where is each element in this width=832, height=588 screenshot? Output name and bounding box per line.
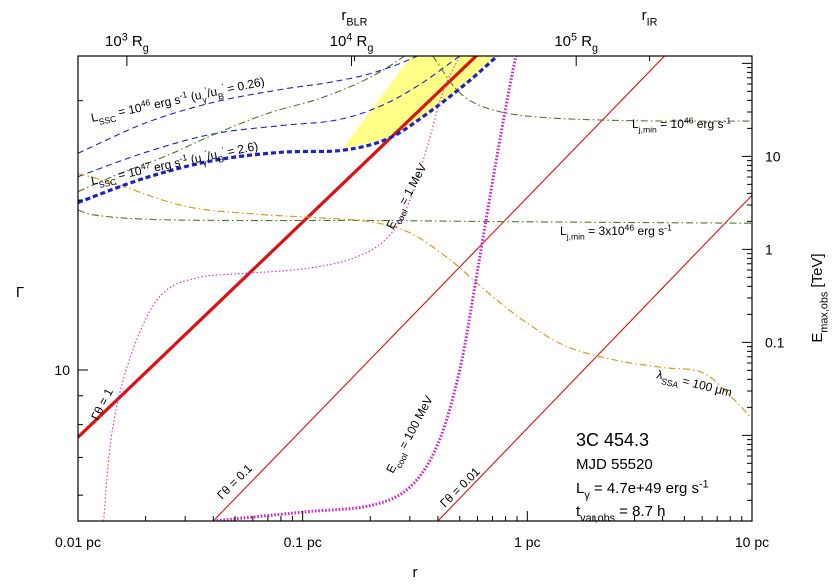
top-tick-label: 103 Rg (105, 31, 149, 54)
label-ljmin-3e46: Lj,min = 3x1046 erg s-1 (560, 222, 672, 241)
series-lssc2 (78, 56, 500, 205)
info-tvar: tvar,obs = 8.7 h (576, 503, 665, 525)
series-ljmin1b (432, 56, 752, 122)
label-lssc-47: LSSC = 1047 erg s-1 (uγ'/uB' = 2.6) (89, 137, 260, 191)
y2-tick-label: 0.1 (765, 334, 785, 350)
info-date: MJD 55520 (576, 456, 653, 473)
x-axis-title: r (413, 564, 418, 581)
top-tick-label: 104 Rg (330, 31, 374, 54)
series-ecool2 (213, 56, 518, 521)
y-axis-title: Γ (16, 284, 24, 301)
top-marker-label: rBLR (341, 7, 367, 29)
series-ljmin2 (78, 209, 752, 224)
x-tick-label: 0.01 pc (55, 534, 101, 550)
y2-tick-label: 10 (765, 148, 781, 164)
series-gt01 (212, 56, 666, 521)
series-gt001 (437, 194, 752, 521)
y2-axis-title: Emax,obs [TeV] (809, 253, 831, 342)
x-tick-label: 10 pc (735, 534, 769, 550)
allowed-region-band (342, 56, 496, 150)
top-marker-label: rIR (642, 7, 658, 29)
plot-frame (77, 55, 753, 522)
label-gt-01: Γθ = 0.1 (214, 461, 255, 502)
x-tick-label: 1 pc (514, 534, 540, 550)
label-ecool-1mev: Ecool = 1 MeV (383, 161, 432, 233)
label-lambda-ssa: λSSA = 100 μm (654, 367, 733, 403)
label-ljmin-1e46: Lj,min = 1046 erg s-1 (632, 115, 731, 134)
label-ecool-100mev: Ecool = 100 MeV (383, 393, 439, 477)
series-ljmin1 (78, 56, 406, 193)
y-tick-label: 10 (54, 362, 70, 378)
series-ecool1 (103, 56, 461, 521)
x-tick-label: 0.1 pc (284, 534, 322, 550)
top-tick-label: 105 Rg (554, 31, 598, 54)
label-lssc-046: LSSC = 1046 erg s-1 (uγ'/uB' = 0.26) (89, 73, 266, 129)
info-luminosity: Lγ = 4.7e+49 erg s-1 (576, 478, 709, 501)
series-lambda (78, 172, 752, 420)
series-gt1 (78, 56, 479, 439)
info-source: 3C 454.3 (576, 430, 649, 450)
label-gt-001: Γθ = 0.01 (437, 464, 483, 510)
series-lssc1b (78, 56, 461, 178)
y2-tick-label: 1 (765, 241, 773, 257)
series-lssc1 (78, 56, 419, 154)
